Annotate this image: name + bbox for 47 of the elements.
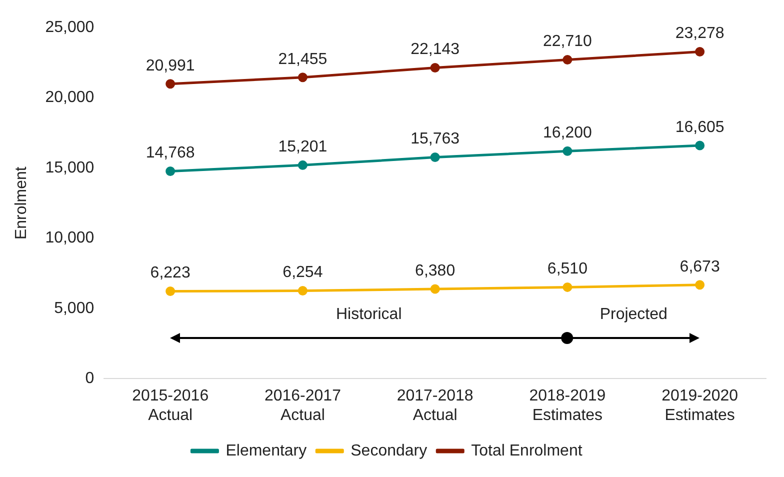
data-label: 6,254	[282, 264, 323, 282]
data-label: 15,201	[278, 138, 328, 156]
x-tick-label: 2018-2019 Estimates	[529, 388, 606, 424]
y-tick-label: 5,000	[54, 300, 94, 317]
data-label: 6,223	[150, 264, 190, 282]
x-tick-label: 2016-2017 Actual	[264, 388, 342, 424]
data-label: 22,710	[542, 33, 592, 50]
point	[298, 72, 308, 82]
data-label: 21,455	[278, 50, 328, 68]
data-label: 6,510	[547, 260, 588, 278]
y-tick-label: 15,000	[45, 159, 94, 176]
x-tick-label: 2017-2018 Actual	[396, 388, 474, 424]
legend-label: Secondary	[350, 442, 428, 460]
x-tick-label: 2015-2016 Actual	[132, 388, 209, 424]
y-tick-label: 0	[85, 370, 94, 388]
data-label: 23,278	[675, 25, 724, 42]
point	[562, 282, 572, 292]
legend-label: Elementary	[226, 442, 307, 460]
y-tick-label: 25,000	[45, 19, 94, 36]
point	[430, 152, 440, 162]
point	[166, 286, 176, 296]
point	[430, 62, 440, 72]
y-axis-title: Enrolment	[13, 166, 30, 240]
point	[695, 47, 705, 57]
point	[430, 284, 440, 294]
data-label: 22,143	[410, 41, 460, 58]
data-label: 14,768	[146, 144, 195, 162]
point	[695, 140, 705, 150]
y-tick-label: 10,000	[45, 230, 94, 247]
point	[298, 286, 308, 296]
data-label: 16,200	[542, 124, 592, 142]
x-tick-label: 2019-2020 Estimates	[662, 388, 738, 424]
data-label: 6,673	[680, 258, 720, 276]
point	[562, 55, 572, 64]
annotation: Historical	[334, 306, 403, 324]
annotation: Projected	[598, 306, 668, 324]
point	[298, 160, 308, 170]
point	[695, 280, 705, 290]
point	[562, 146, 572, 156]
point	[166, 79, 176, 89]
data-label: 6,380	[415, 262, 456, 280]
point	[166, 166, 176, 176]
data-label: 15,763	[410, 130, 460, 148]
legend-label: Total Enrolment	[471, 442, 583, 460]
data-label: 16,605	[675, 118, 724, 136]
y-tick-label: 20,000	[45, 89, 94, 106]
data-label: 20,991	[146, 57, 195, 74]
